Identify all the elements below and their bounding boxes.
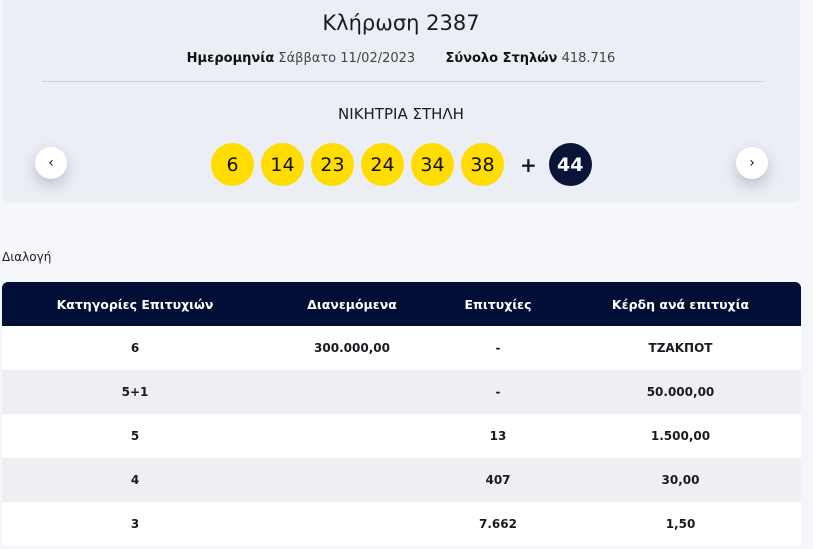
plus-sign: +	[520, 152, 537, 177]
table-row: 3 7.662 1,50	[2, 502, 801, 546]
draw-title: Κλήρωση 2387	[322, 11, 480, 35]
cell-prize: 1,50	[665, 517, 696, 531]
cell-category: 6	[130, 341, 140, 355]
cell-distributed	[268, 458, 436, 502]
cell-distributed: 300.000,00	[314, 341, 390, 355]
cell-prize: 30,00	[661, 473, 700, 487]
winning-heading: ΝΙΚΗΤΡΙΑ ΣΤΗΛΗ	[338, 105, 464, 123]
number-ball: 14	[261, 143, 304, 186]
prize-table: Κατηγορίες Επιτυχιών Διανεμόμενα Επιτυχί…	[2, 282, 801, 546]
cell-winners: 7.662	[479, 517, 517, 531]
date-value: Σάββατο 11/02/2023	[278, 51, 416, 66]
header-winners: Επιτυχίες	[464, 296, 532, 312]
divider	[42, 81, 764, 82]
total-value: 418.716	[561, 51, 616, 66]
number-ball: 34	[411, 143, 454, 186]
next-draw-button[interactable]: ›	[736, 147, 768, 179]
number-ball: 24	[361, 143, 404, 186]
cell-category: 4	[130, 473, 140, 487]
bonus-ball: 44	[548, 143, 592, 186]
total-label: Σύνολο Στηλών	[445, 51, 558, 66]
chevron-right-icon: ›	[749, 155, 755, 171]
winning-numbers: 6 14 23 24 34 38 + 44	[211, 143, 599, 186]
cell-prize: 50.000,00	[646, 385, 715, 399]
section-label: Διαλογή	[2, 250, 52, 264]
chevron-left-icon: ‹	[48, 155, 54, 171]
header-distributed: Διανεμόμενα	[307, 296, 397, 312]
number-ball: 23	[311, 143, 354, 186]
draw-meta: Ημερομηνία Σάββατο 11/02/2023 Σύνολο Στη…	[2, 51, 800, 66]
table-header: Κατηγορίες Επιτυχιών Διανεμόμενα Επιτυχί…	[2, 282, 801, 326]
header-prize: Κέρδη ανά επιτυχία	[611, 296, 750, 312]
cell-category: 5	[130, 429, 140, 443]
date-label: Ημερομηνία	[186, 51, 275, 66]
cell-category: 5+1	[121, 385, 149, 399]
cell-winners: -	[495, 341, 501, 355]
number-ball: 6	[211, 143, 254, 186]
cell-winners: 13	[489, 429, 507, 443]
number-ball: 38	[461, 143, 504, 186]
draw-card: Κλήρωση 2387 Ημερομηνία Σάββατο 11/02/20…	[2, 0, 800, 202]
header-category: Κατηγορίες Επιτυχιών	[56, 296, 214, 312]
cell-distributed	[268, 370, 436, 414]
table-row: 6 300.000,00 - ΤΖΑΚΠΟΤ	[2, 326, 801, 370]
table-row: 5+1 - 50.000,00	[2, 370, 801, 414]
cell-winners: -	[495, 385, 501, 399]
cell-distributed	[268, 502, 436, 546]
cell-prize: ΤΖΑΚΠΟΤ	[648, 341, 713, 355]
cell-winners: 407	[485, 473, 511, 487]
cell-category: 3	[130, 517, 140, 531]
table-row: 4 407 30,00	[2, 458, 801, 502]
previous-draw-button[interactable]: ‹	[35, 147, 67, 179]
cell-prize: 1.500,00	[650, 429, 711, 443]
cell-distributed	[268, 414, 436, 458]
table-row: 5 13 1.500,00	[2, 414, 801, 458]
